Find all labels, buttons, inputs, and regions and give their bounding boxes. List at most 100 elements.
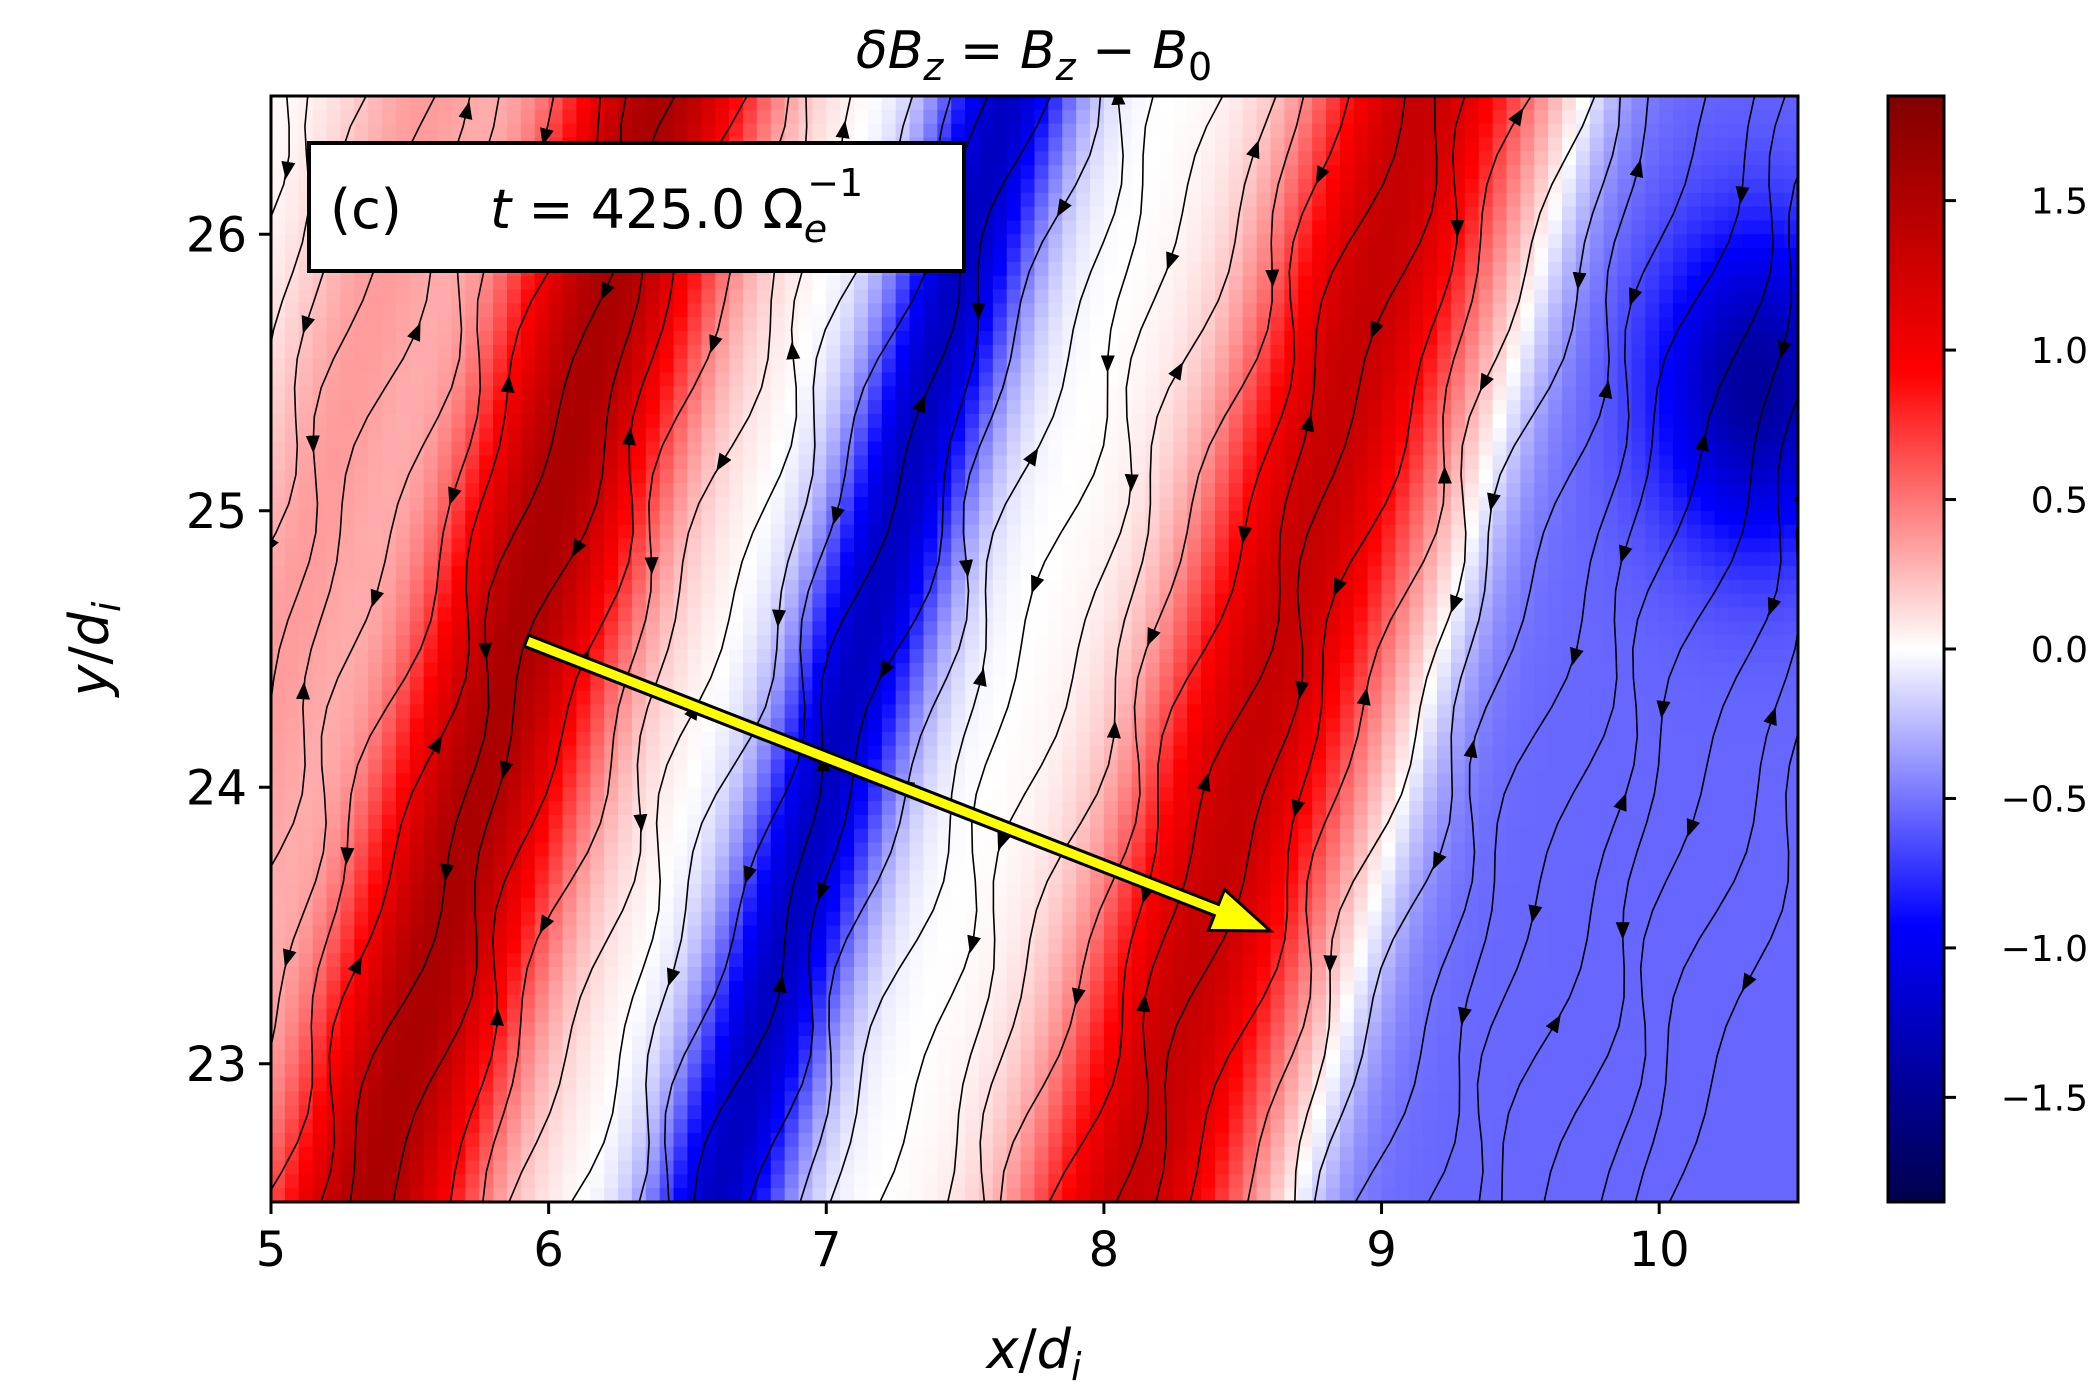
heatmap-cell [1728,662,1744,678]
heatmap-cell [1381,192,1397,208]
heatmap-cell [1284,109,1300,125]
heatmap-cell [1784,303,1798,319]
heatmap-cell [506,331,522,346]
heatmap-cell [1770,538,1786,554]
heatmap-cell [1492,524,1508,540]
heatmap-cell [1686,441,1702,457]
heatmap-cell [645,123,661,139]
heatmap-cell [1506,566,1522,581]
heatmap-cell [1020,496,1036,512]
heatmap-cell [1631,96,1647,111]
heatmap-cell [506,704,522,720]
heatmap-cell [1103,593,1119,609]
heatmap-cell [978,483,994,498]
heatmap-cell [1686,358,1702,374]
heatmap-cell [437,635,453,650]
heatmap-cell [1686,220,1702,236]
heatmap-cell [1256,566,1272,581]
heatmap-cell [1673,206,1688,222]
heatmap-cell [1284,593,1300,609]
heatmap-cell [1076,704,1091,720]
heatmap-cell [312,441,328,457]
heatmap-cell [1617,510,1633,526]
heatmap-cell [1214,137,1230,153]
heatmap-cell [1617,704,1633,720]
heatmap-cell [1145,441,1161,457]
heatmap-cell [1159,607,1175,623]
heatmap-cell [1756,579,1772,595]
heatmap-cell [1534,165,1550,180]
heatmap-cell [1048,358,1064,374]
heatmap-cell [770,303,786,319]
heatmap-cell [1020,220,1036,236]
heatmap-cell [1770,165,1786,180]
heatmap-cell [284,496,300,512]
heatmap-cell [479,109,495,125]
heatmap-cell [881,427,897,443]
heatmap-cell [562,303,578,319]
heatmap-cell [1562,289,1577,305]
heatmap-cell [1339,469,1355,484]
heatmap-cell [1090,96,1105,111]
heatmap-cell [1548,566,1563,581]
heatmap-cell [1159,331,1175,346]
heatmap-cell [1131,96,1147,111]
heatmap-cell [437,275,453,291]
heatmap-cell [1020,662,1036,678]
heatmap-cell [1020,358,1036,374]
heatmap-cell [1562,635,1577,650]
heatmap-cell [659,621,675,637]
heatmap-cell [1242,704,1258,720]
heatmap-cell [1214,372,1230,388]
heatmap-cell [1103,690,1119,706]
heatmap-cell [673,386,689,402]
heatmap-cell [1548,151,1563,167]
heatmap-cell [465,331,481,346]
heatmap-cell [604,469,619,484]
heatmap-cell [1381,220,1397,236]
heatmap-cell [493,123,508,139]
heatmap-cell [909,649,925,664]
heatmap-cell [548,718,564,733]
heatmap-cell [1145,137,1161,153]
heatmap-cell [1575,690,1591,706]
heatmap-cell [645,662,661,678]
heatmap-cell [1686,317,1702,332]
heatmap-cell [576,690,592,706]
heatmap-cell [1409,607,1425,623]
heatmap-cell [770,662,786,678]
heatmap-cell [479,386,495,402]
heatmap-cell [271,704,286,720]
heatmap-cell [687,123,703,139]
heatmap-cell [1242,289,1258,305]
heatmap-cell [618,483,633,498]
heatmap-cell [895,331,911,346]
heatmap-cell [284,469,300,484]
heatmap-cell [1589,704,1605,720]
heatmap-cell [1312,483,1327,498]
heatmap-cell [701,579,717,595]
heatmap-cell [1700,386,1716,402]
heatmap-cell [1756,704,1772,720]
heatmap-cell [923,275,939,291]
heatmap-cell [1006,413,1022,429]
heatmap-cell [1145,400,1161,415]
heatmap-cell [1103,206,1119,222]
heatmap-cell [1187,607,1202,623]
heatmap-cell [1090,386,1105,402]
heatmap-cell [784,386,800,402]
heatmap-cell [1201,178,1216,194]
heatmap-cell [1770,317,1786,332]
heatmap-cell [534,303,550,319]
heatmap-cell [1756,303,1772,319]
heatmap-cell [1603,524,1619,540]
heatmap-cell [1534,593,1550,609]
heatmap-cell [409,566,425,581]
heatmap-cell [992,690,1008,706]
heatmap-cell [1589,372,1605,388]
heatmap-cell [562,275,578,291]
heatmap-cell [395,690,411,706]
heatmap-cell [1270,566,1286,581]
heatmap-cell [1103,344,1119,360]
heatmap-cell [1700,524,1716,540]
